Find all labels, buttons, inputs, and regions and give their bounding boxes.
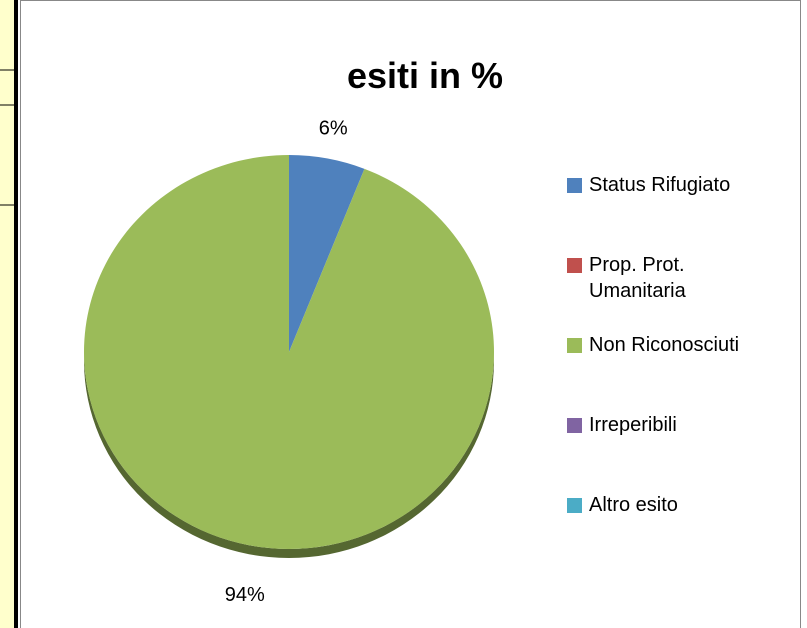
pie-slice bbox=[84, 155, 495, 549]
legend-item: Status Rifugiato bbox=[567, 172, 759, 198]
legend-label: Irreperibili bbox=[589, 414, 677, 436]
legend-swatch bbox=[567, 498, 582, 513]
sheet-border bbox=[14, 0, 18, 628]
legend-item: Altro esito bbox=[567, 492, 759, 518]
legend-item: Irreperibili bbox=[567, 412, 759, 438]
legend-item: Prop. Prot. Umanitaria bbox=[567, 252, 759, 304]
data-label: 94% bbox=[225, 584, 265, 606]
legend-label: Non Riconosciuti bbox=[589, 334, 740, 356]
legend-item: Non Riconosciuti bbox=[567, 332, 759, 358]
pie-slice bbox=[289, 155, 365, 352]
legend-label: Prop. Prot. Umanitaria bbox=[589, 254, 686, 302]
legend-swatch bbox=[567, 418, 582, 433]
sheet-strip bbox=[0, 0, 14, 628]
legend-label: Altro esito bbox=[589, 494, 678, 516]
data-label: 6% bbox=[319, 118, 348, 140]
legend-swatch bbox=[567, 338, 582, 353]
chart-title: esiti in % bbox=[347, 55, 503, 96]
legend-swatch bbox=[567, 258, 582, 273]
legend-label: Status Rifugiato bbox=[589, 174, 731, 196]
legend-swatch bbox=[567, 178, 582, 193]
